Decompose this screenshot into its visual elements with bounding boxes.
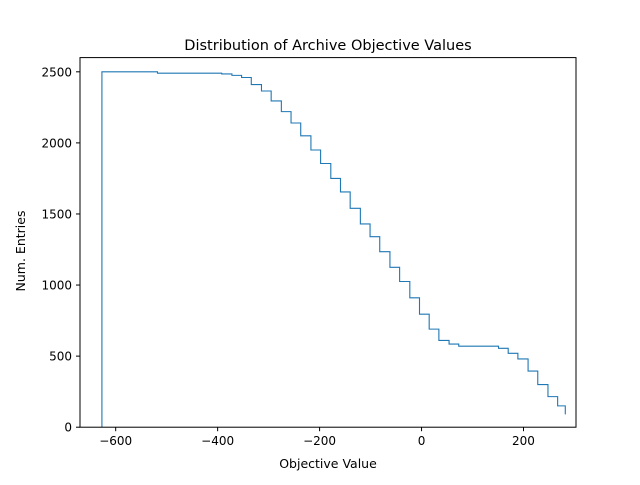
y-tick-label: 1000 [41, 279, 72, 293]
plot-area [101, 71, 566, 428]
x-tick-label: −600 [99, 434, 132, 448]
y-tick-label: 1500 [41, 207, 72, 221]
x-axis: −600 −400 −200 0 200 [99, 427, 535, 448]
y-axis-label: Num. Entries [13, 211, 28, 292]
y-tick-label: 2500 [41, 65, 72, 79]
y-tick-label: 500 [49, 350, 72, 364]
y-tick-label: 2000 [41, 136, 72, 150]
x-tick-label: −400 [201, 434, 234, 448]
x-tick-label: −200 [303, 434, 336, 448]
histogram-step-line [101, 71, 566, 428]
plot-frame [79, 57, 577, 428]
y-axis: 0 500 1000 1500 2000 2500 [41, 65, 80, 435]
chart-title: Distribution of Archive Objective Values [184, 38, 471, 54]
x-tick-label: 200 [512, 434, 535, 448]
x-axis-label: Objective Value [279, 456, 377, 471]
x-tick-label: 0 [418, 434, 426, 448]
y-tick-label: 0 [64, 421, 72, 435]
